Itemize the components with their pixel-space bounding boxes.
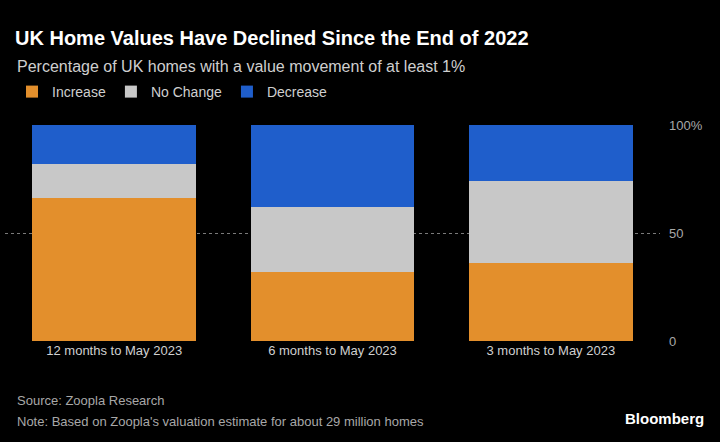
svg-text:3 months to May 2023: 3 months to May 2023 [487, 343, 616, 358]
svg-text:Source: Zoopla Research: Source: Zoopla Research [17, 393, 164, 408]
svg-text:Increase: Increase [52, 84, 106, 100]
svg-text:Bloomberg: Bloomberg [625, 410, 704, 427]
svg-text:Note: Based on Zoopla's valuat: Note: Based on Zoopla's valuation estima… [17, 414, 424, 429]
svg-text:6 months to May 2023: 6 months to May 2023 [268, 343, 397, 358]
svg-text:UK Home Values Have Declined S: UK Home Values Have Declined Since the E… [15, 27, 529, 49]
svg-text:100%: 100% [669, 118, 703, 133]
svg-text:Percentage of UK homes with a: Percentage of UK homes with a value move… [17, 58, 465, 75]
svg-text:0: 0 [669, 334, 676, 349]
svg-text:12 months to May 2023: 12 months to May 2023 [46, 343, 182, 358]
svg-text:50: 50 [669, 226, 683, 241]
svg-text:No Change: No Change [151, 84, 222, 100]
svg-text:Decrease: Decrease [267, 84, 327, 100]
